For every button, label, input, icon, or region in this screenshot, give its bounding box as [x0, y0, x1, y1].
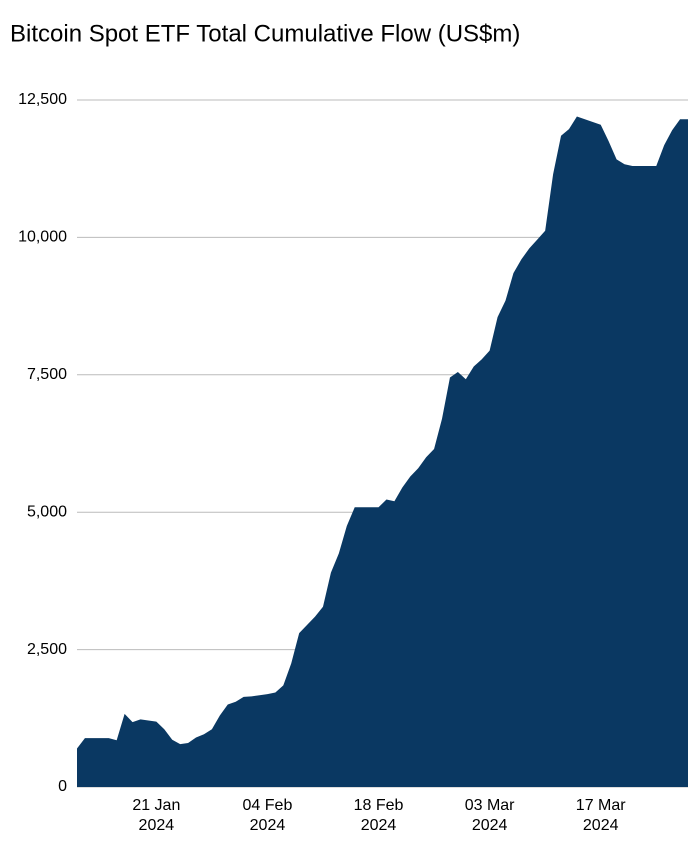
chart-title: Bitcoin Spot ETF Total Cumulative Flow (… [10, 20, 520, 47]
y-tick-label: 5,000 [27, 503, 67, 520]
y-tick-label: 10,000 [18, 229, 67, 246]
x-tick-label: 03 Mar 2024 [464, 797, 515, 834]
x-tick-label: 18 Feb 2024 [353, 797, 404, 834]
y-tick-label: 7,500 [27, 366, 67, 383]
y-tick-label: 0 [58, 778, 67, 795]
area [77, 116, 688, 788]
x-tick-label: 21 Jan 2024 [132, 797, 181, 834]
x-tick-label: 17 Mar 2024 [575, 797, 626, 834]
y-tick-label: 12,500 [18, 91, 67, 108]
y-tick-label: 2,500 [27, 641, 67, 658]
x-tick-label: 04 Feb 2024 [242, 797, 293, 834]
